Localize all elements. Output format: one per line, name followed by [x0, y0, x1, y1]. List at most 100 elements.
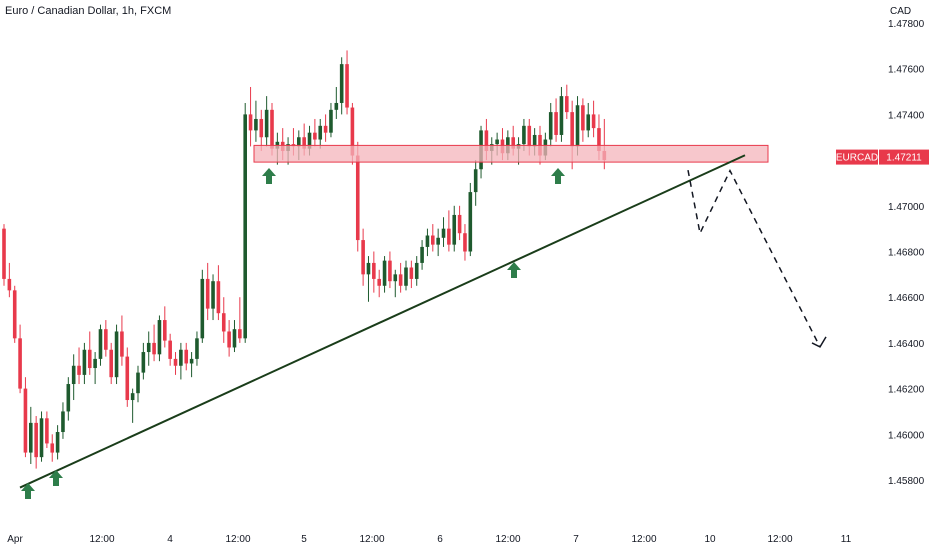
y-tick-label: 1.46400: [888, 339, 925, 350]
candle: [473, 160, 478, 206]
candle: [66, 377, 71, 421]
x-tick-label: 7: [573, 534, 579, 545]
x-tick-label: 10: [704, 534, 716, 545]
currency-label: CAD: [890, 6, 911, 17]
last-price-badge: 1.47211: [886, 153, 922, 164]
last-price-badge-bg: [879, 149, 929, 165]
y-tick-label: 1.46200: [888, 385, 925, 396]
candle: [141, 342, 146, 380]
candle: [87, 331, 92, 375]
candle: [323, 114, 328, 142]
support-arrow-icon: [507, 262, 521, 278]
candle-body: [12, 290, 17, 339]
candle: [104, 320, 108, 357]
candle: [146, 331, 151, 366]
y-tick-label: 1.46600: [888, 293, 925, 304]
candle: [318, 118, 323, 149]
candle: [468, 182, 473, 257]
candle-body: [559, 96, 564, 135]
candle-body: [66, 384, 71, 412]
candle-body: [39, 418, 44, 458]
candle-body: [146, 342, 151, 353]
candle: [152, 324, 156, 362]
candle: [243, 102, 247, 343]
candle-body: [388, 260, 392, 282]
candle: [34, 416, 38, 469]
candle-body: [120, 331, 124, 357]
candle: [39, 411, 44, 462]
candle: [163, 306, 167, 348]
resistance-zone: [253, 144, 769, 163]
candle-body: [597, 128, 601, 151]
candle-body: [425, 235, 430, 247]
candle-body: [457, 214, 462, 234]
candle-body: [581, 105, 585, 131]
candle: [425, 228, 430, 257]
candle-body: [495, 139, 499, 145]
candle: [184, 342, 189, 371]
candle: [372, 251, 376, 293]
candle-body: [329, 109, 333, 133]
candle-body: [23, 388, 28, 453]
candle-body: [98, 329, 103, 359]
candle-body: [61, 411, 65, 433]
candle-body: [232, 329, 237, 348]
candle: [173, 352, 178, 375]
candle-body: [575, 105, 580, 147]
candle-body: [463, 233, 467, 252]
candle-body: [189, 358, 194, 364]
candle: [120, 315, 124, 366]
candle: [548, 102, 553, 147]
candle: [157, 315, 162, 362]
candle: [581, 98, 585, 142]
candle-body: [238, 329, 242, 339]
candle-body: [163, 320, 167, 341]
candle-body: [302, 137, 306, 149]
candle-body: [447, 228, 451, 245]
candle-body: [216, 281, 221, 314]
x-tick-label: 4: [167, 534, 173, 545]
candle: [345, 50, 349, 115]
candle-body: [29, 422, 33, 453]
candle-body: [522, 125, 526, 145]
candle: [586, 102, 591, 138]
candle-body: [548, 112, 553, 140]
candle: [77, 347, 81, 385]
y-tick-label: 1.47400: [888, 110, 925, 121]
candle: [130, 388, 135, 423]
candle-body: [259, 118, 264, 138]
candle-body: [55, 432, 60, 453]
candle: [420, 240, 424, 270]
candle-body: [484, 130, 489, 151]
candle: [393, 269, 398, 298]
candle: [329, 102, 333, 138]
candle-body: [345, 64, 349, 108]
candle: [109, 342, 113, 385]
candle-body: [130, 393, 135, 401]
candle-body: [93, 358, 97, 369]
candle: [339, 57, 344, 115]
candle-body: [211, 281, 215, 309]
x-tick-label: 11: [841, 534, 852, 545]
candle: [441, 217, 446, 247]
candle: [93, 352, 97, 385]
candle-body: [586, 114, 591, 131]
candle: [414, 256, 419, 286]
candle-body: [361, 240, 365, 275]
candle-body: [168, 340, 172, 359]
x-tick-label: 6: [437, 534, 443, 545]
y-tick-label: 1.47800: [888, 19, 925, 30]
candle: [23, 377, 28, 458]
candle: [248, 86, 253, 147]
candle: [227, 320, 231, 357]
candle-body: [45, 418, 49, 444]
candle: [45, 411, 49, 449]
price-axis: CAD1.478001.476001.474001.472001.470001.…: [888, 6, 925, 487]
candle: [216, 265, 221, 321]
candle: [259, 109, 264, 151]
candle-body: [141, 352, 146, 373]
candle-body: [173, 358, 178, 366]
support-arrow-icon: [21, 483, 35, 499]
candle: [125, 347, 130, 407]
